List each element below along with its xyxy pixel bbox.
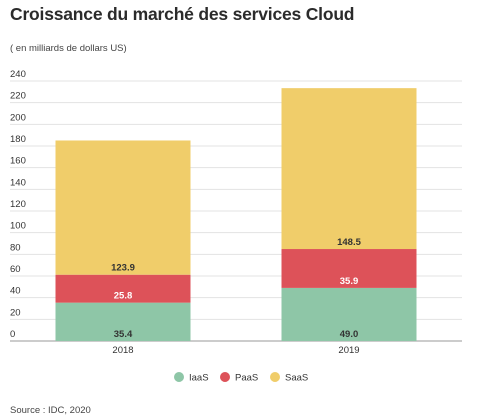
legend-marker-iaas — [174, 372, 184, 382]
y-tick-label: 60 — [10, 264, 21, 275]
chart-title: Croissance du marché des services Cloud — [10, 4, 355, 24]
bar-segment-paas — [281, 249, 417, 288]
data-label-saas: 123.9 — [111, 263, 135, 274]
y-tick-label: 20 — [10, 307, 21, 318]
x-tick-label: 2019 — [338, 345, 359, 356]
y-tick-label: 0 — [10, 329, 15, 340]
data-label-paas: 25.8 — [114, 291, 133, 302]
data-label-iaas: 49.0 — [340, 329, 359, 340]
y-tick-label: 80 — [10, 242, 21, 253]
bar-segment-paas — [55, 274, 191, 303]
data-label-iaas: 35.4 — [114, 329, 133, 340]
x-tick-label: 2018 — [112, 345, 133, 356]
data-label-paas: 35.9 — [340, 276, 359, 287]
chart-subtitle: ( en milliards de dollars US) — [10, 43, 127, 54]
source-note: Source : IDC, 2020 — [10, 405, 91, 416]
bar-segment-saas — [281, 88, 417, 250]
y-tick-label: 140 — [10, 177, 26, 188]
y-tick-label: 120 — [10, 199, 26, 210]
legend-label-paas: PaaS — [235, 373, 258, 384]
y-tick-label: 240 — [10, 69, 26, 80]
legend-label-iaas: IaaS — [189, 373, 209, 384]
bar-segment-iaas — [281, 287, 417, 341]
y-tick-label: 200 — [10, 112, 26, 123]
legend-label-saas: SaaS — [285, 373, 308, 384]
data-label-saas: 148.5 — [337, 237, 361, 248]
y-tick-label: 180 — [10, 134, 26, 145]
legend-marker-paas — [220, 372, 230, 382]
y-tick-label: 220 — [10, 91, 26, 102]
y-tick-label: 160 — [10, 156, 26, 167]
legend-marker-saas — [270, 372, 280, 382]
bar-segment-iaas — [55, 302, 191, 341]
y-tick-label: 100 — [10, 221, 26, 232]
bar-segment-saas — [55, 140, 191, 275]
y-tick-label: 40 — [10, 286, 21, 297]
